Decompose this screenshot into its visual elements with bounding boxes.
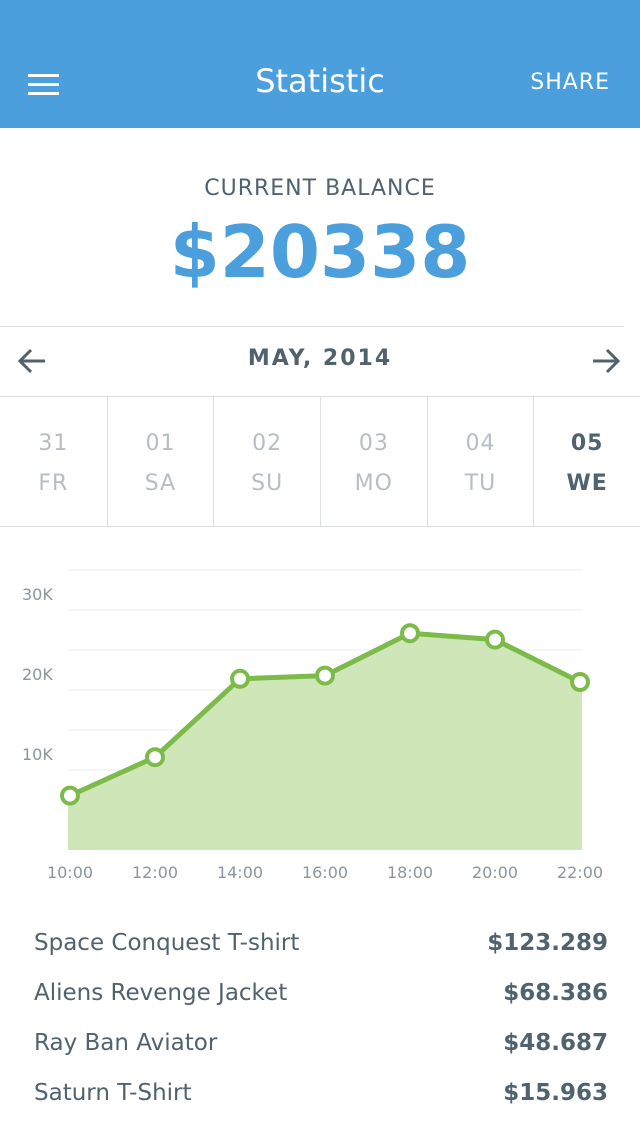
day-cell[interactable]: 05 WE <box>533 397 640 526</box>
day-cell[interactable]: 31 FR <box>0 397 107 526</box>
list-row[interactable]: Ray Ban Aviator $48.687 <box>34 1030 608 1056</box>
day-weekday: SU <box>251 471 284 496</box>
data-point <box>230 668 250 689</box>
next-arrow[interactable] <box>592 348 622 374</box>
header-bar <box>0 0 640 128</box>
divider <box>0 326 624 327</box>
balance-label: CURRENT BALANCE <box>204 176 436 201</box>
x-tick-label: 14:00 <box>217 863 263 882</box>
x-tick-label: 22:00 <box>557 863 603 882</box>
day-weekday: SA <box>144 471 177 496</box>
day-date: 05 <box>570 431 604 456</box>
chart: 10K 20K 30K 10:00 12:00 14:00 16:00 18:00 20:00 2… <box>22 569 603 882</box>
list-row[interactable]: Saturn T-Shirt $15.963 <box>34 1080 608 1106</box>
item-price: $48.687 <box>503 1030 608 1056</box>
x-tick-label: 20:00 <box>472 863 518 882</box>
divider <box>0 526 640 527</box>
area-fill <box>68 633 582 850</box>
item-name: Ray Ban Aviator <box>34 1030 218 1056</box>
y-tick-label: 20K <box>22 665 53 684</box>
item-price: $15.963 <box>503 1080 608 1106</box>
day-weekday: TU <box>464 471 497 496</box>
y-tick-label: 30K <box>22 585 53 604</box>
month-label: MAY, 2014 <box>247 346 393 371</box>
day-weekday: WE <box>566 471 608 496</box>
item-name: Space Conquest T-shirt <box>34 930 300 956</box>
header-title: Statistic <box>255 62 385 100</box>
y-tick-label: 10K <box>22 745 53 764</box>
data-point <box>400 623 420 644</box>
x-tick-label: 16:00 <box>302 863 348 882</box>
day-date: 03 <box>358 431 389 456</box>
item-name: Aliens Revenge Jacket <box>34 980 288 1006</box>
day-cell[interactable]: 01 SA <box>106 397 214 526</box>
data-point <box>145 747 165 768</box>
menu-icon[interactable] <box>28 74 60 96</box>
share-button[interactable]: SHARE <box>530 70 610 95</box>
day-date: 01 <box>145 431 176 456</box>
prev-arrow[interactable] <box>18 348 48 374</box>
list-row[interactable]: Space Conquest T-shirt $123.289 <box>34 930 608 956</box>
data-point <box>570 672 590 692</box>
data-point <box>60 785 80 806</box>
day-date: 04 <box>465 431 496 456</box>
day-cell[interactable]: 03 MO <box>320 397 427 526</box>
x-tick-label: 18:00 <box>387 863 433 882</box>
balance-amount: $20338 <box>169 210 471 294</box>
day-weekday: MO <box>354 471 393 496</box>
day-cell[interactable]: 02 SU <box>213 397 320 526</box>
day-date: 31 <box>38 431 69 456</box>
x-tick-label: 12:00 <box>132 863 178 882</box>
item-name: Saturn T-Shirt <box>34 1080 192 1106</box>
day-weekday: FR <box>38 471 69 496</box>
list-row[interactable]: Aliens Revenge Jacket $68.386 <box>34 980 608 1006</box>
day-date: 02 <box>252 431 283 456</box>
data-point <box>315 665 335 686</box>
day-cell[interactable]: 04 TU <box>426 397 534 526</box>
data-point <box>485 629 505 650</box>
item-price: $68.386 <box>503 980 608 1006</box>
divider <box>0 396 640 397</box>
item-price: $123.289 <box>487 930 608 956</box>
x-tick-label: 10:00 <box>47 863 93 882</box>
